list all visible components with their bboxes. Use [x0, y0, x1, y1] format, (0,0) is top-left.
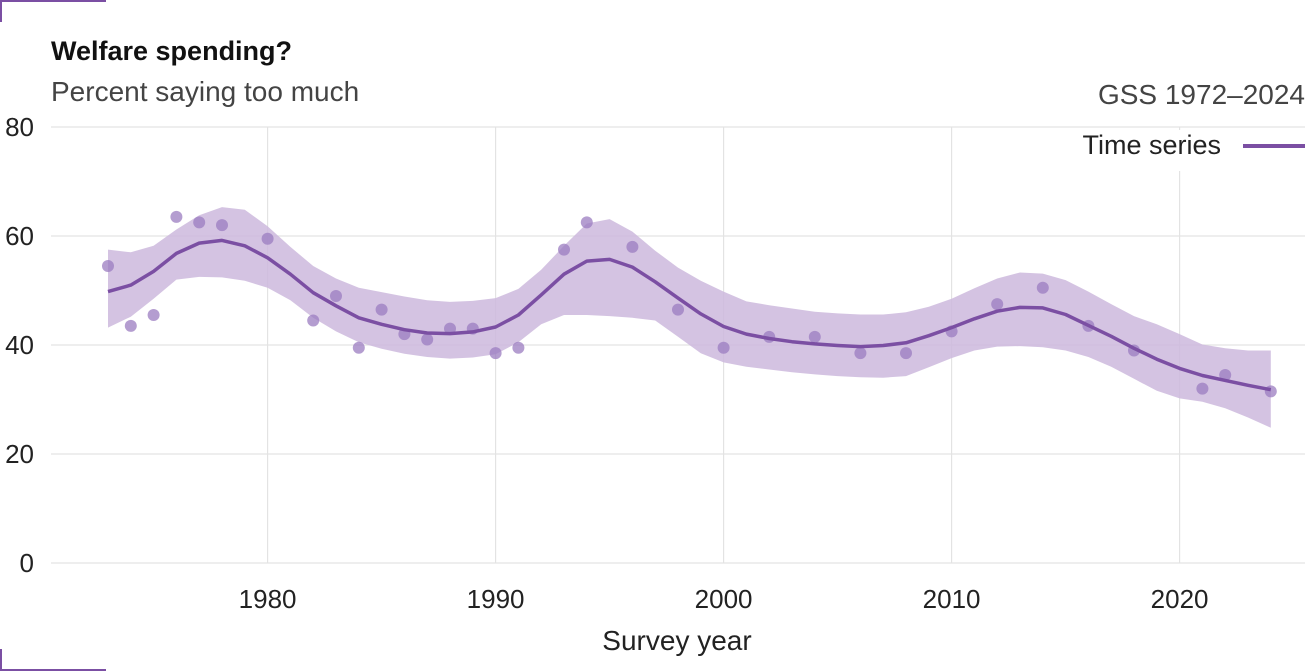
x-tick-label: 2020 — [1151, 584, 1209, 614]
data-point — [102, 259, 114, 272]
legend: Time series — [1064, 130, 1305, 171]
data-point — [147, 309, 160, 322]
confidence-band — [108, 207, 1271, 428]
frame-corner-top-vertical — [0, 0, 2, 22]
data-point — [512, 341, 525, 354]
data-point — [352, 341, 365, 354]
y-tick-label: 60 — [5, 221, 34, 251]
data-point — [1196, 382, 1209, 395]
frame-corner-bottom — [0, 669, 106, 671]
data-point — [489, 347, 502, 360]
x-tick-label: 1990 — [467, 584, 525, 614]
data-point — [170, 210, 183, 223]
data-point — [421, 333, 434, 346]
data-point — [717, 341, 730, 354]
trend-line — [107, 238, 1272, 392]
x-tick-label: 1980 — [239, 584, 297, 614]
data-point — [580, 216, 593, 229]
y-tick-label: 0 — [20, 548, 34, 578]
data-point — [1036, 281, 1049, 294]
data-point — [900, 347, 912, 360]
source-label: GSS 1972–2024 — [1097, 79, 1305, 110]
chart-title: Welfare spending? — [51, 36, 293, 66]
x-tick-label: 2000 — [695, 584, 753, 614]
legend-label: Time series — [1082, 130, 1221, 160]
chart-subtitle: Percent saying too much — [51, 76, 360, 107]
data-point — [261, 232, 274, 245]
data-point — [375, 303, 388, 316]
data-point — [991, 298, 1004, 311]
x-tick-label: 2010 — [923, 584, 981, 614]
data-point — [216, 219, 228, 232]
data-point — [626, 240, 639, 253]
y-tick-label: 20 — [5, 439, 34, 469]
x-axis-label: Survey year — [602, 625, 751, 656]
data-point — [558, 243, 570, 256]
data-point — [124, 319, 137, 332]
data-point — [854, 347, 867, 360]
data-point — [330, 289, 342, 302]
y-tick-label: 80 — [5, 112, 34, 142]
data-point — [307, 314, 320, 327]
legend-swatch — [1243, 143, 1305, 148]
frame-corner-top — [0, 0, 106, 2]
data-point — [808, 330, 821, 343]
data-point — [672, 303, 684, 316]
frame-corner-bottom-vertical — [0, 649, 2, 671]
data-point — [193, 216, 206, 229]
y-tick-label: 40 — [5, 330, 34, 360]
